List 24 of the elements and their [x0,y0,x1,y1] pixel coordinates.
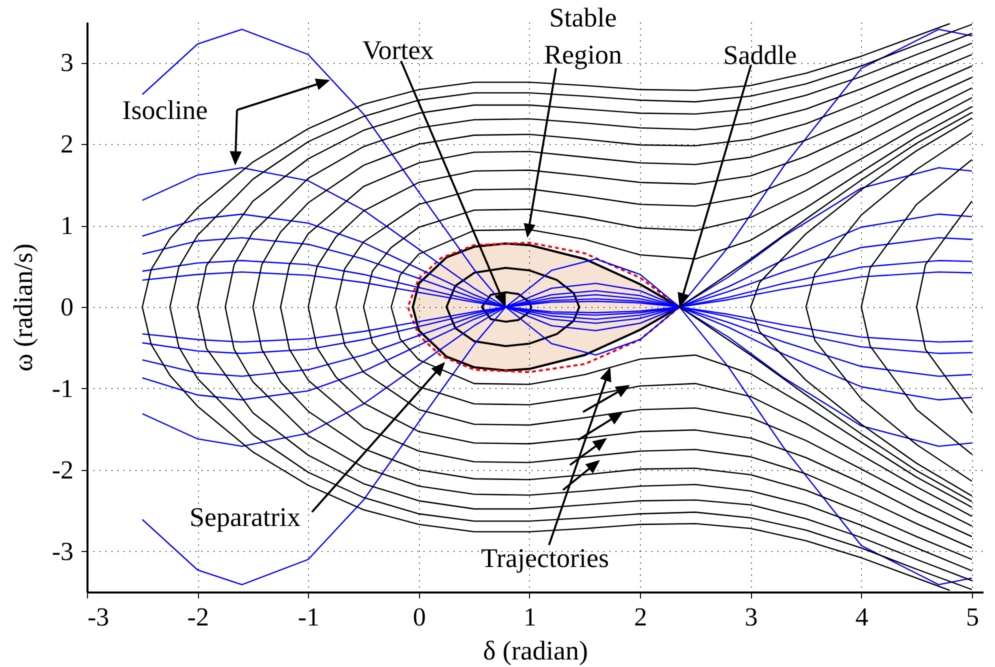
x-tick-label: 1 [523,602,536,632]
x-tick-label: -1 [298,602,320,632]
annotation: Vortex [362,35,434,65]
y-tick-label: 3 [60,48,74,78]
y-tick-label: 2 [60,130,74,159]
annotation: Separatrix [190,502,301,532]
x-tick-label: 0 [412,602,426,632]
x-tick-label: 2 [634,602,648,632]
annotation: Isocline [122,95,208,125]
annotation: Stable Region [544,2,622,70]
y-tick-label: 0 [60,292,74,322]
y-tick-label: -3 [52,536,74,566]
y-tick-label: -1 [52,374,74,403]
y-tick-label: -2 [52,455,74,484]
x-axis-title: δ (radian) [483,636,588,666]
x-tick-label: -3 [88,602,110,632]
x-tick-label: -2 [187,602,209,632]
x-tick-label: 3 [744,602,758,632]
annotation: Trajectories [481,543,609,573]
y-tick-label: 1 [60,211,74,240]
x-tick-label: 5 [966,602,979,632]
x-tick-label: 4 [855,602,868,632]
annotation: Saddle [723,40,797,70]
y-axis-title: ω (radian/s) [8,244,38,372]
